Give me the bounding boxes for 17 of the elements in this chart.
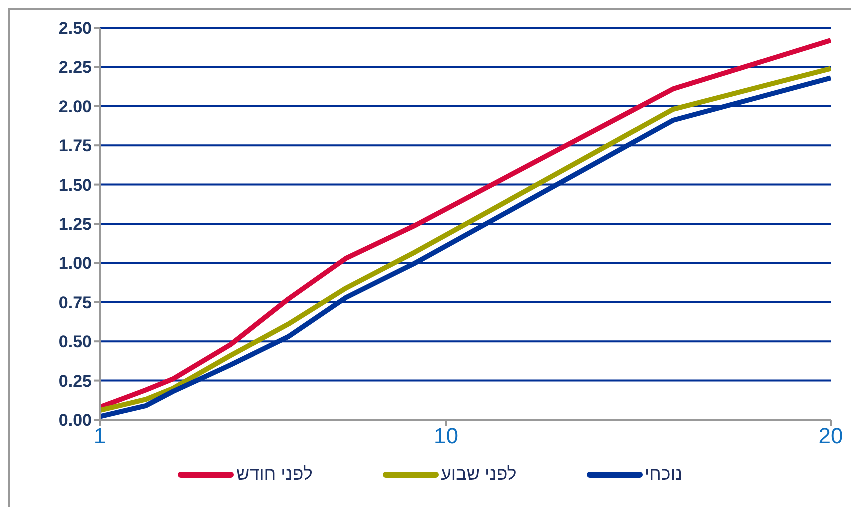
y-tick-label: 2.25 xyxy=(58,58,92,78)
legend-label: לפני חודש xyxy=(236,464,313,485)
y-tick-label: 1.50 xyxy=(58,176,92,195)
y-tick-label: 0.50 xyxy=(58,332,92,352)
y-tick-label: 0.25 xyxy=(58,372,92,391)
legend-label: נוכחי xyxy=(644,464,683,485)
legend-label: לפני שבוע xyxy=(440,464,517,485)
y-tick-label: 2.50 xyxy=(58,19,92,38)
x-tick-label: 1 xyxy=(94,424,106,449)
x-tick-label: 20 xyxy=(818,424,844,449)
y-tick-label: 1.00 xyxy=(58,254,92,274)
y-tick-label: 1.25 xyxy=(58,215,92,234)
y-tick-label: 1.75 xyxy=(58,136,92,156)
x-tick-label: 10 xyxy=(434,424,459,449)
y-tick-label: 2.00 xyxy=(58,97,92,116)
y-tick-label: 0.75 xyxy=(58,293,92,312)
y-tick-label: 0.00 xyxy=(58,411,92,430)
